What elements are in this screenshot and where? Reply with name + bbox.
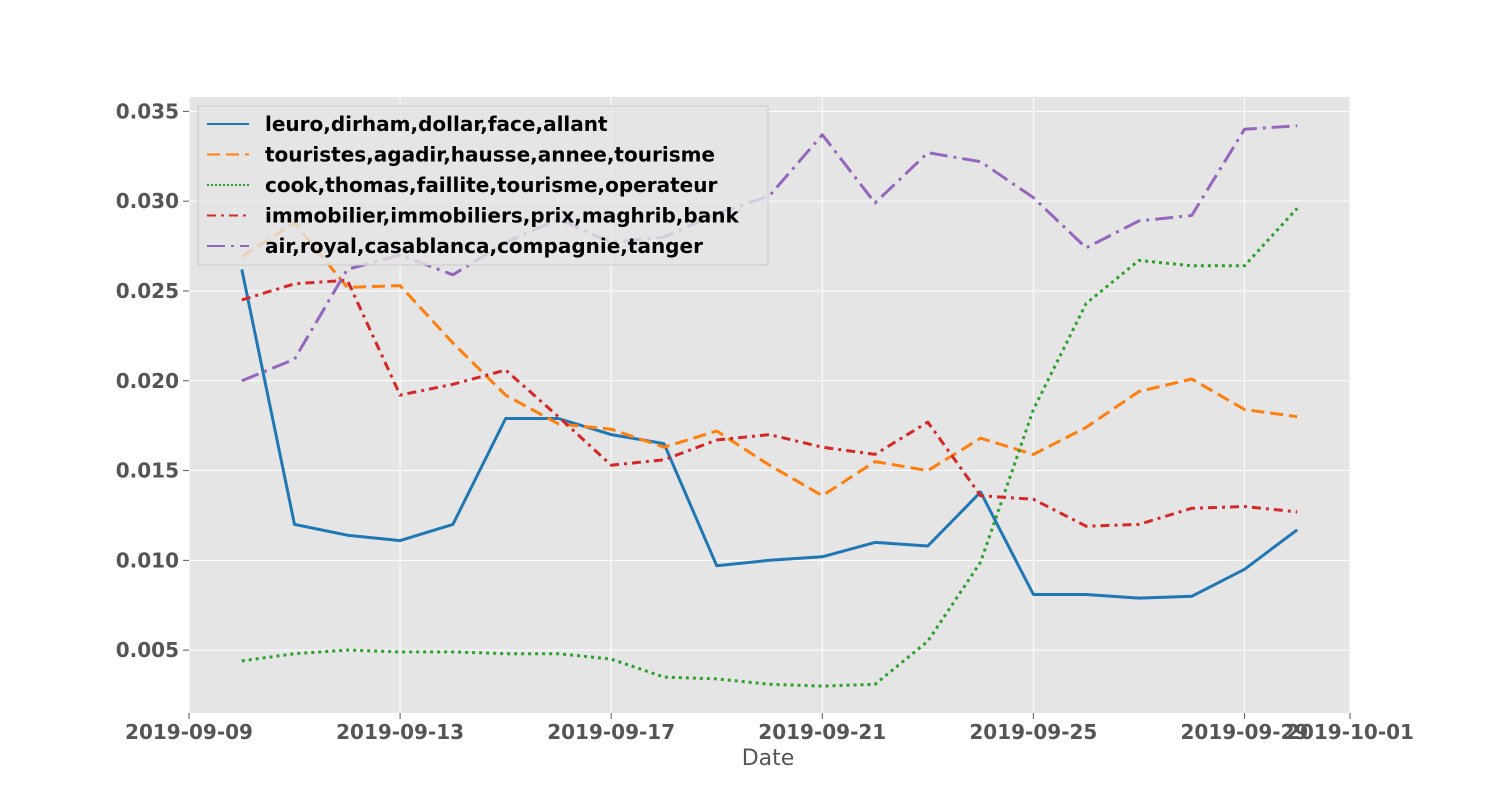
- y-tick-label: 0.005: [116, 638, 179, 662]
- y-tick-label: 0.030: [116, 189, 179, 213]
- series-line-3: [241, 207, 1299, 688]
- legend-box: [197, 105, 769, 266]
- legend-label-3: cook,thomas,faillite,tourisme,operateur: [265, 173, 717, 197]
- series-line-2: [240, 221, 1298, 498]
- y-tick-label: 0.010: [116, 548, 179, 572]
- legend: leuro,dirham,dollar,face,allant touristes…: [197, 105, 769, 266]
- series-line-1: [240, 269, 1299, 600]
- axis-ticks: 0.005 0.010 0.015 0.020 0.025 0.030 0.035 2019-…: [116, 99, 1414, 744]
- x-tick-label: 2019-09-17: [547, 720, 675, 744]
- y-tick-label: 0.035: [116, 99, 179, 123]
- x-tick-label: 2019-09-09: [125, 720, 253, 744]
- x-tick-label: 2019-10-01: [1286, 720, 1414, 744]
- x-tick-label: 2019-09-21: [758, 720, 886, 744]
- x-tick-label: 2019-09-25: [969, 720, 1097, 744]
- y-tick-label: 0.020: [116, 369, 179, 393]
- y-tick-label: 0.015: [116, 459, 179, 483]
- x-axis-title: Date: [742, 746, 795, 771]
- x-tick-label: 2019-09-29: [1180, 720, 1308, 744]
- legend-label-1: leuro,dirham,dollar,face,allant: [265, 112, 608, 136]
- x-tick-label: 2019-09-13: [336, 720, 464, 744]
- legend-label-4: immobilier,immobiliers,prix,maghrib,bank: [265, 204, 739, 228]
- legend-label-2: touristes,agadir,hausse,annee,tourisme: [265, 143, 715, 167]
- legend-label-5: air,royal,casablanca,compagnie,tanger: [265, 234, 703, 258]
- y-tick-label: 0.025: [116, 279, 179, 303]
